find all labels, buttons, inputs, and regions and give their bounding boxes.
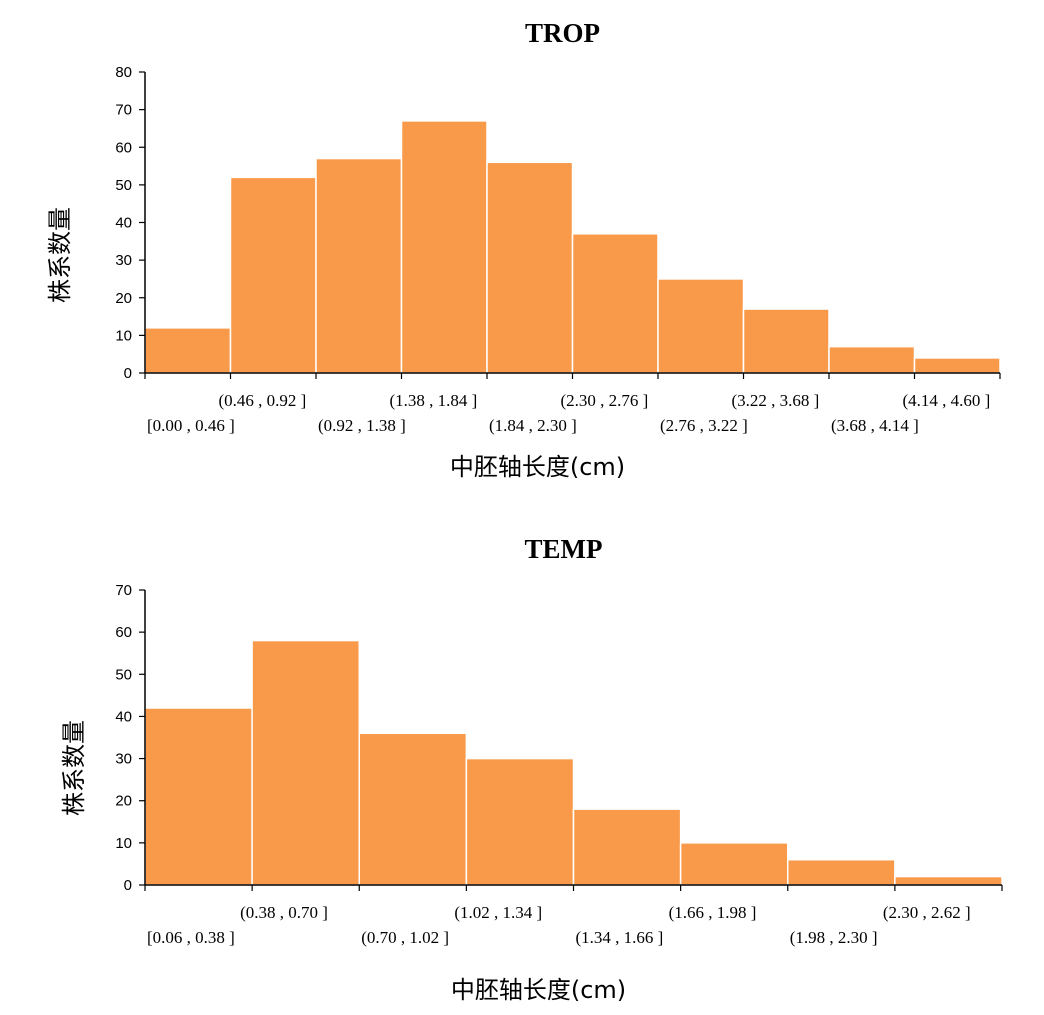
y-tick-label: 60 <box>115 624 132 641</box>
bin-label: (1.38 , 1.84 ] <box>390 391 478 410</box>
bin-label: [0.06 , 0.38 ] <box>147 928 235 947</box>
histogram-bar <box>571 233 659 374</box>
bin-label: (0.92 , 1.38 ] <box>318 416 406 435</box>
y-tick-label: 60 <box>115 139 132 156</box>
histogram-bar <box>679 842 789 886</box>
histogram-bar <box>486 161 574 374</box>
bin-label: (0.38 , 0.70 ] <box>240 903 328 922</box>
histogram-bar <box>787 858 896 886</box>
trop-histogram: TROP 0 10 20 30 40 50 60 70 80 [0.00 , 0.46 ] (0.46… <box>46 18 1001 481</box>
y-tick-label: 40 <box>115 708 132 725</box>
y-tick-label: 70 <box>115 102 132 119</box>
y-tick-label: 0 <box>124 365 132 382</box>
y-tick-label: 80 <box>115 64 132 81</box>
y-tick-label: 0 <box>124 877 132 894</box>
y-axis-label: 株系数量 <box>46 207 74 303</box>
bin-label: (2.76 , 3.22 ] <box>660 416 748 435</box>
y-tick-label: 40 <box>115 215 132 232</box>
histogram-bar <box>315 157 403 374</box>
bin-label: (1.34 , 1.66 ] <box>576 928 664 947</box>
bin-label: (3.68 , 4.14 ] <box>831 416 919 435</box>
y-tick-label: 20 <box>115 793 132 810</box>
x-axis-label: 中胚轴长度(cm) <box>450 453 625 481</box>
y-tick-label: 70 <box>115 582 132 599</box>
histogram-bar <box>251 639 360 886</box>
chart-title: TEMP <box>525 534 603 564</box>
bin-label: (0.70 , 1.02 ] <box>361 928 449 947</box>
y-tick-label: 50 <box>115 666 132 683</box>
y-axis-label: 株系数量 <box>60 720 88 816</box>
temp-histogram: TEMP 0 10 20 30 40 50 60 70 [0.06 , 0.38 ] (0.38 ,… <box>60 534 1003 1004</box>
histogram-bar <box>894 875 1003 886</box>
bin-label: (4.14 , 4.60 ] <box>903 391 991 410</box>
histogram-bar <box>913 357 1001 374</box>
y-tick-label: 10 <box>115 327 132 344</box>
y-tick-label: 10 <box>115 835 132 852</box>
histogram-bar <box>742 308 830 374</box>
bin-label: (1.02 , 1.34 ] <box>454 903 542 922</box>
bin-label: (2.30 , 2.62 ] <box>883 903 971 922</box>
histogram-bar <box>358 732 468 886</box>
histogram-bar <box>400 120 488 374</box>
histogram-bar <box>144 707 253 886</box>
x-axis-label: 中胚轴长度(cm) <box>451 976 626 1004</box>
bin-label: [0.00 , 0.46 ] <box>147 416 235 435</box>
bin-label: (2.30 , 2.76 ] <box>561 391 649 410</box>
histogram-bar <box>229 176 317 374</box>
histogram-bar <box>144 327 232 374</box>
histogram-bar <box>572 808 682 886</box>
y-tick-label: 30 <box>115 252 132 269</box>
histogram-bar <box>657 278 745 374</box>
histogram-bar <box>828 345 916 374</box>
y-tick-label: 30 <box>115 751 132 768</box>
y-tick-label: 20 <box>115 290 132 307</box>
y-tick-label: 50 <box>115 177 132 194</box>
bin-label: (1.84 , 2.30 ] <box>489 416 577 435</box>
bin-label: (3.22 , 3.68 ] <box>732 391 820 410</box>
bin-label: (1.66 , 1.98 ] <box>669 903 757 922</box>
bin-label: (0.46 , 0.92 ] <box>219 391 307 410</box>
bin-label: (1.98 , 2.30 ] <box>790 928 878 947</box>
histogram-bar <box>465 757 575 886</box>
chart-title: TROP <box>525 18 600 48</box>
